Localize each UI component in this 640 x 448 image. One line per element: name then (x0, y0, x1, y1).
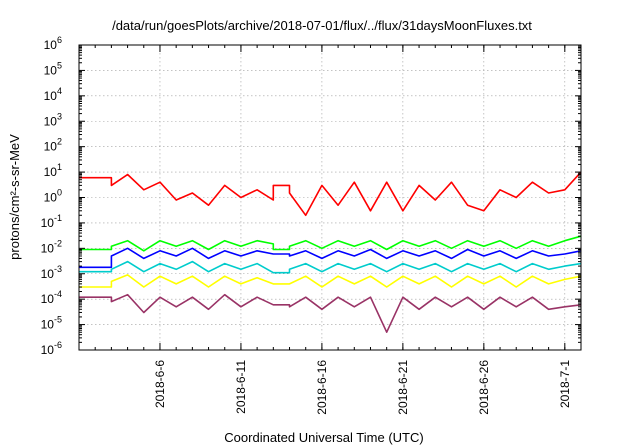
y-tick-base: 10 (44, 38, 58, 52)
y-axis-label: protons/cm²-s-sr-MeV (7, 134, 22, 260)
x-tick-label: 2018-6-16 (315, 360, 329, 415)
y-tick-label: 10-6 (41, 340, 62, 357)
chart-title: /data/run/goesPlots/archive/2018-07-01/f… (112, 18, 532, 33)
y-tick-base: 10 (44, 140, 58, 154)
y-tick-base: 10 (44, 89, 58, 103)
y-tick-base: 10 (41, 318, 55, 332)
grid (79, 45, 581, 350)
y-tick-base: 10 (44, 114, 58, 128)
y-tick-label: 102 (44, 137, 62, 154)
y-tick-base: 10 (41, 343, 55, 357)
y-tick-exponent: 6 (57, 35, 62, 45)
x-tick-label: 2018-6-26 (477, 360, 491, 415)
y-tick-label: 10-1 (41, 213, 62, 230)
x-tick-label: 2018-6-11 (234, 360, 248, 414)
y-tick-label: 10-5 (41, 315, 62, 332)
y-tick-exponent: -2 (54, 238, 62, 248)
series-line-2 (79, 235, 582, 252)
y-tick-exponent: 4 (57, 86, 62, 96)
y-tick-exponent: 1 (57, 162, 62, 172)
y-tick-label: 101 (44, 162, 62, 179)
series-line-5 (79, 274, 582, 288)
y-tick-exponent: -3 (54, 264, 62, 274)
y-tick-base: 10 (44, 63, 58, 77)
y-tick-label: 106 (44, 35, 62, 52)
x-axis-label: Coordinated Universal Time (UTC) (224, 430, 423, 445)
y-tick-label: 103 (44, 111, 62, 128)
y-tick-exponent: 5 (57, 60, 62, 70)
y-tick-label: 104 (44, 86, 62, 103)
plot-frame (78, 44, 582, 351)
y-tick-label: 10-2 (41, 238, 62, 255)
y-tick-exponent: 2 (57, 137, 62, 147)
y-tick-exponent: -6 (54, 340, 62, 350)
axis-ticks: 10-610-510-410-310-210-11001011021031041… (41, 35, 582, 415)
y-tick-label: 100 (44, 188, 62, 205)
y-tick-exponent: 0 (57, 188, 62, 198)
series-group (79, 171, 582, 334)
y-tick-exponent: -1 (54, 213, 62, 223)
series-line-6 (79, 293, 582, 334)
x-tick-label: 2018-6-21 (396, 360, 410, 415)
y-tick-exponent: -5 (54, 315, 62, 325)
x-tick-label: 2018-7-1 (558, 360, 572, 408)
y-tick-label: 10-4 (41, 289, 62, 306)
y-tick-base: 10 (44, 191, 58, 205)
y-tick-exponent: 3 (57, 111, 62, 121)
x-tick-label: 2018-6-6 (153, 360, 167, 408)
y-tick-base: 10 (41, 216, 55, 230)
y-tick-label: 105 (44, 60, 62, 77)
y-tick-exponent: -4 (54, 289, 62, 299)
y-tick-label: 10-3 (41, 264, 62, 281)
y-tick-base: 10 (41, 267, 55, 281)
series-line-3 (79, 247, 582, 269)
y-tick-base: 10 (44, 165, 58, 179)
y-tick-base: 10 (41, 292, 55, 306)
series-line-4 (79, 260, 582, 274)
series-line-1 (79, 171, 582, 217)
y-tick-base: 10 (41, 241, 55, 255)
